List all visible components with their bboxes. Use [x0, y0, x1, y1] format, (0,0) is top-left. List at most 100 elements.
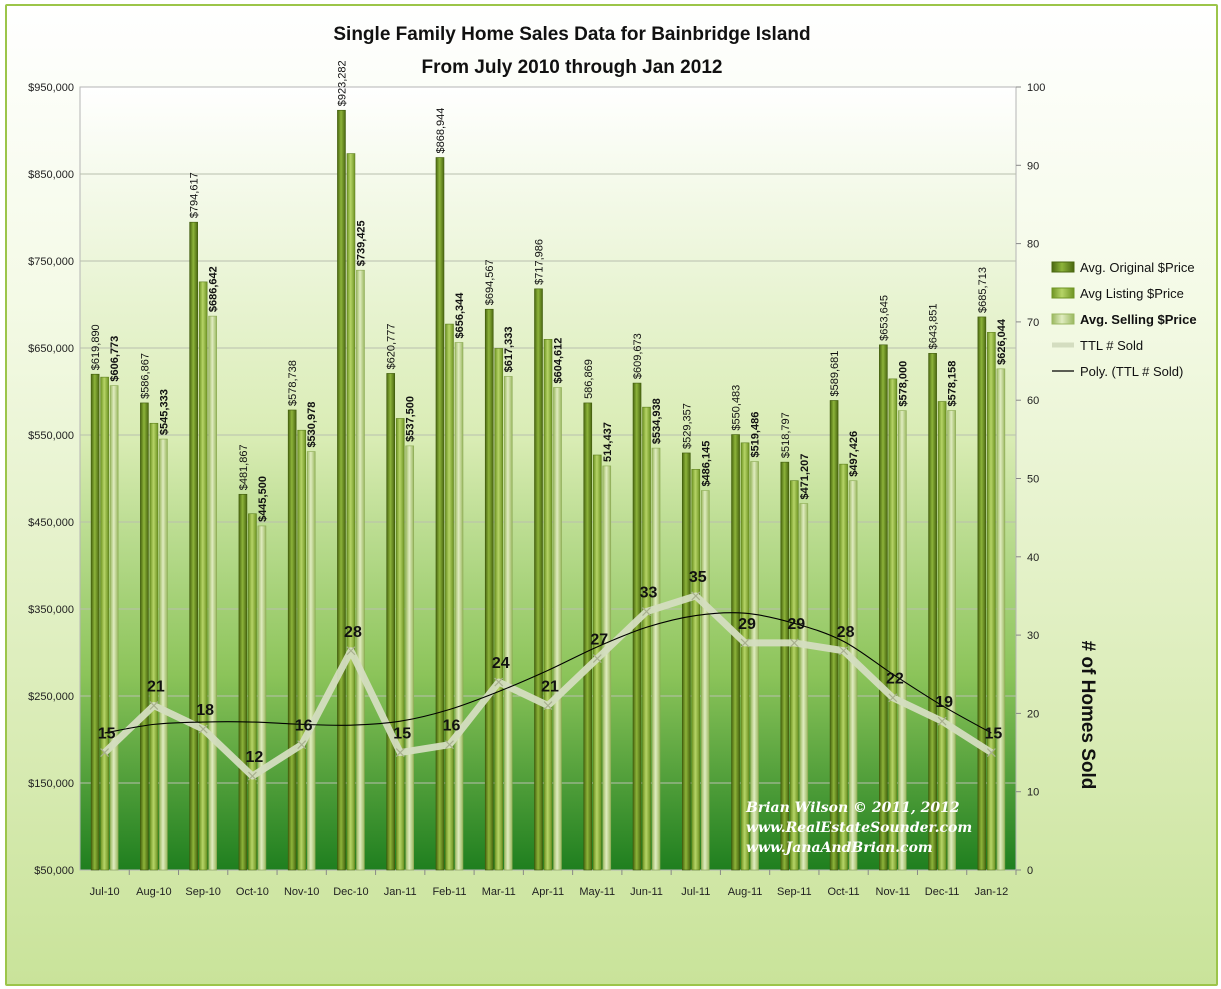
axes: $50,000 $150,000 $250,000 $350,000 $450,000 $…	[28, 82, 1045, 898]
chart-title-line-2: From July 2010 through Jan 2012	[422, 57, 723, 78]
sold-marker	[100, 748, 110, 757]
bar-original-label: $868,944	[435, 108, 447, 154]
x-tick-label: Mar-11	[482, 886, 516, 898]
bar-original	[140, 402, 149, 871]
bar-original	[435, 157, 445, 871]
bar-listing	[346, 153, 356, 871]
bar-original-label: $619,890	[90, 324, 102, 370]
bar-selling-label: $578,000	[897, 361, 909, 407]
legend-swatch-selling	[1051, 313, 1075, 325]
x-tick-label: Apr-11	[532, 886, 564, 898]
bar-selling	[159, 438, 168, 871]
bar-original	[386, 373, 396, 871]
legend-item-listing: Avg Listing $Price	[1051, 286, 1184, 301]
sold-value-label: 18	[196, 702, 214, 719]
y-right-tick-label: 60	[1027, 395, 1039, 407]
bar-original-label: $481,867	[238, 444, 250, 490]
bar-selling-label: $617,333	[503, 327, 515, 373]
bar-listing	[987, 332, 996, 871]
bar-selling	[799, 503, 809, 871]
x-tick-label: Dec-10	[333, 886, 368, 898]
x-tick-label: May-11	[579, 886, 615, 898]
bar-selling	[553, 387, 562, 871]
x-tick-label: Jun-11	[630, 886, 663, 898]
sold-value-label: 21	[147, 679, 165, 696]
y-right-tick-label: 80	[1027, 239, 1039, 251]
bar-listing	[445, 323, 454, 871]
legend-item-trend: Poly. (TTL # Sold)	[1052, 364, 1183, 379]
x-tick-label: Dec-11	[925, 886, 960, 898]
credit-line-1: Brian Wilson © 2011, 2012	[745, 800, 960, 816]
bar-selling-label: $606,773	[109, 336, 121, 382]
bar-listing	[149, 422, 159, 871]
bar-selling	[405, 445, 415, 871]
x-tick-label: Jul-11	[681, 886, 710, 898]
y-right-tick-label: 100	[1027, 82, 1045, 94]
bar-original-label: $578,738	[287, 360, 299, 406]
bar-listing	[248, 513, 257, 871]
bar-selling-label: $656,344	[454, 292, 466, 339]
credit-line-2: www.RealEstateSounder.com	[746, 820, 972, 836]
bar-selling	[750, 461, 759, 871]
x-tick-label: Oct-11	[827, 886, 859, 898]
sold-value-label: 24	[492, 655, 510, 672]
sold-marker	[642, 607, 651, 617]
bar-selling	[356, 269, 365, 871]
bar-original-label: $529,357	[681, 403, 693, 449]
sold-marker	[346, 646, 356, 656]
bar-selling	[109, 385, 119, 871]
legend-swatch-listing	[1051, 287, 1075, 299]
sold-marker	[247, 771, 257, 781]
x-tick-label: Feb-11	[432, 886, 466, 898]
bar-original-label: $589,681	[829, 351, 841, 397]
y-left-tick-label: $250,000	[28, 691, 74, 703]
bar-original-label: $518,797	[780, 412, 792, 458]
bar-selling	[700, 490, 710, 871]
y-right-tick-label: 20	[1027, 708, 1039, 720]
bar-listing	[839, 463, 848, 871]
bar-listing	[198, 281, 208, 871]
bar-selling-label: $497,426	[848, 431, 860, 477]
y-left-tick-label: $350,000	[28, 604, 74, 616]
x-tick-label: Oct-10	[236, 886, 269, 898]
bar-selling-label: $578,158	[947, 361, 959, 407]
bar-selling	[848, 480, 858, 871]
x-tick-label: Aug-11	[728, 886, 763, 898]
bar-original-label: $550,483	[731, 385, 743, 431]
bar-selling	[208, 315, 217, 871]
bar-listing	[395, 418, 405, 871]
data-labels: 15 21 18 12 16 28 15 16 24 21 27 33 35 29 29 28 22 19 15 $6…	[90, 60, 1008, 766]
bar-original	[287, 409, 297, 871]
sold-marker	[740, 638, 750, 648]
sold-value-label: 35	[689, 569, 707, 586]
bar-selling-label: $534,938	[651, 398, 663, 444]
x-tick-label: Sep-10	[185, 886, 220, 898]
legend-item-original: Avg. Original $Price	[1051, 260, 1195, 275]
sold-value-label: 29	[787, 616, 805, 633]
bar-original	[534, 288, 543, 871]
sold-value-label: 15	[393, 726, 411, 743]
y-right-tick-label: 90	[1027, 160, 1039, 172]
legend-swatch-original	[1051, 261, 1075, 273]
y-left-tick-label: $950,000	[28, 82, 74, 94]
x-tick-label: Aug-10	[136, 886, 171, 898]
bar-original	[484, 308, 494, 871]
bar-original	[189, 221, 198, 871]
chart-title-line-1: Single Family Home Sales Data for Bainbr…	[333, 24, 810, 45]
sold-value-label: 15	[98, 726, 116, 743]
x-tick-label: Nov-10	[284, 886, 319, 898]
sold-value-label: 28	[837, 624, 855, 641]
bar-selling	[306, 451, 316, 871]
sold-marker	[789, 638, 799, 648]
x-tick-label: Nov-11	[876, 886, 911, 898]
sold-value-label: 12	[246, 749, 264, 766]
bar-listing	[790, 480, 799, 871]
y-right-tick-label: 30	[1027, 630, 1039, 642]
bar-selling	[257, 525, 267, 871]
y-left-tick-label: $750,000	[28, 256, 74, 268]
bar-original	[90, 373, 100, 871]
y-left-tick-label: $850,000	[28, 169, 74, 181]
bar-original	[337, 109, 346, 871]
sold-value-label: 16	[295, 718, 313, 735]
sold-marker	[839, 646, 849, 656]
